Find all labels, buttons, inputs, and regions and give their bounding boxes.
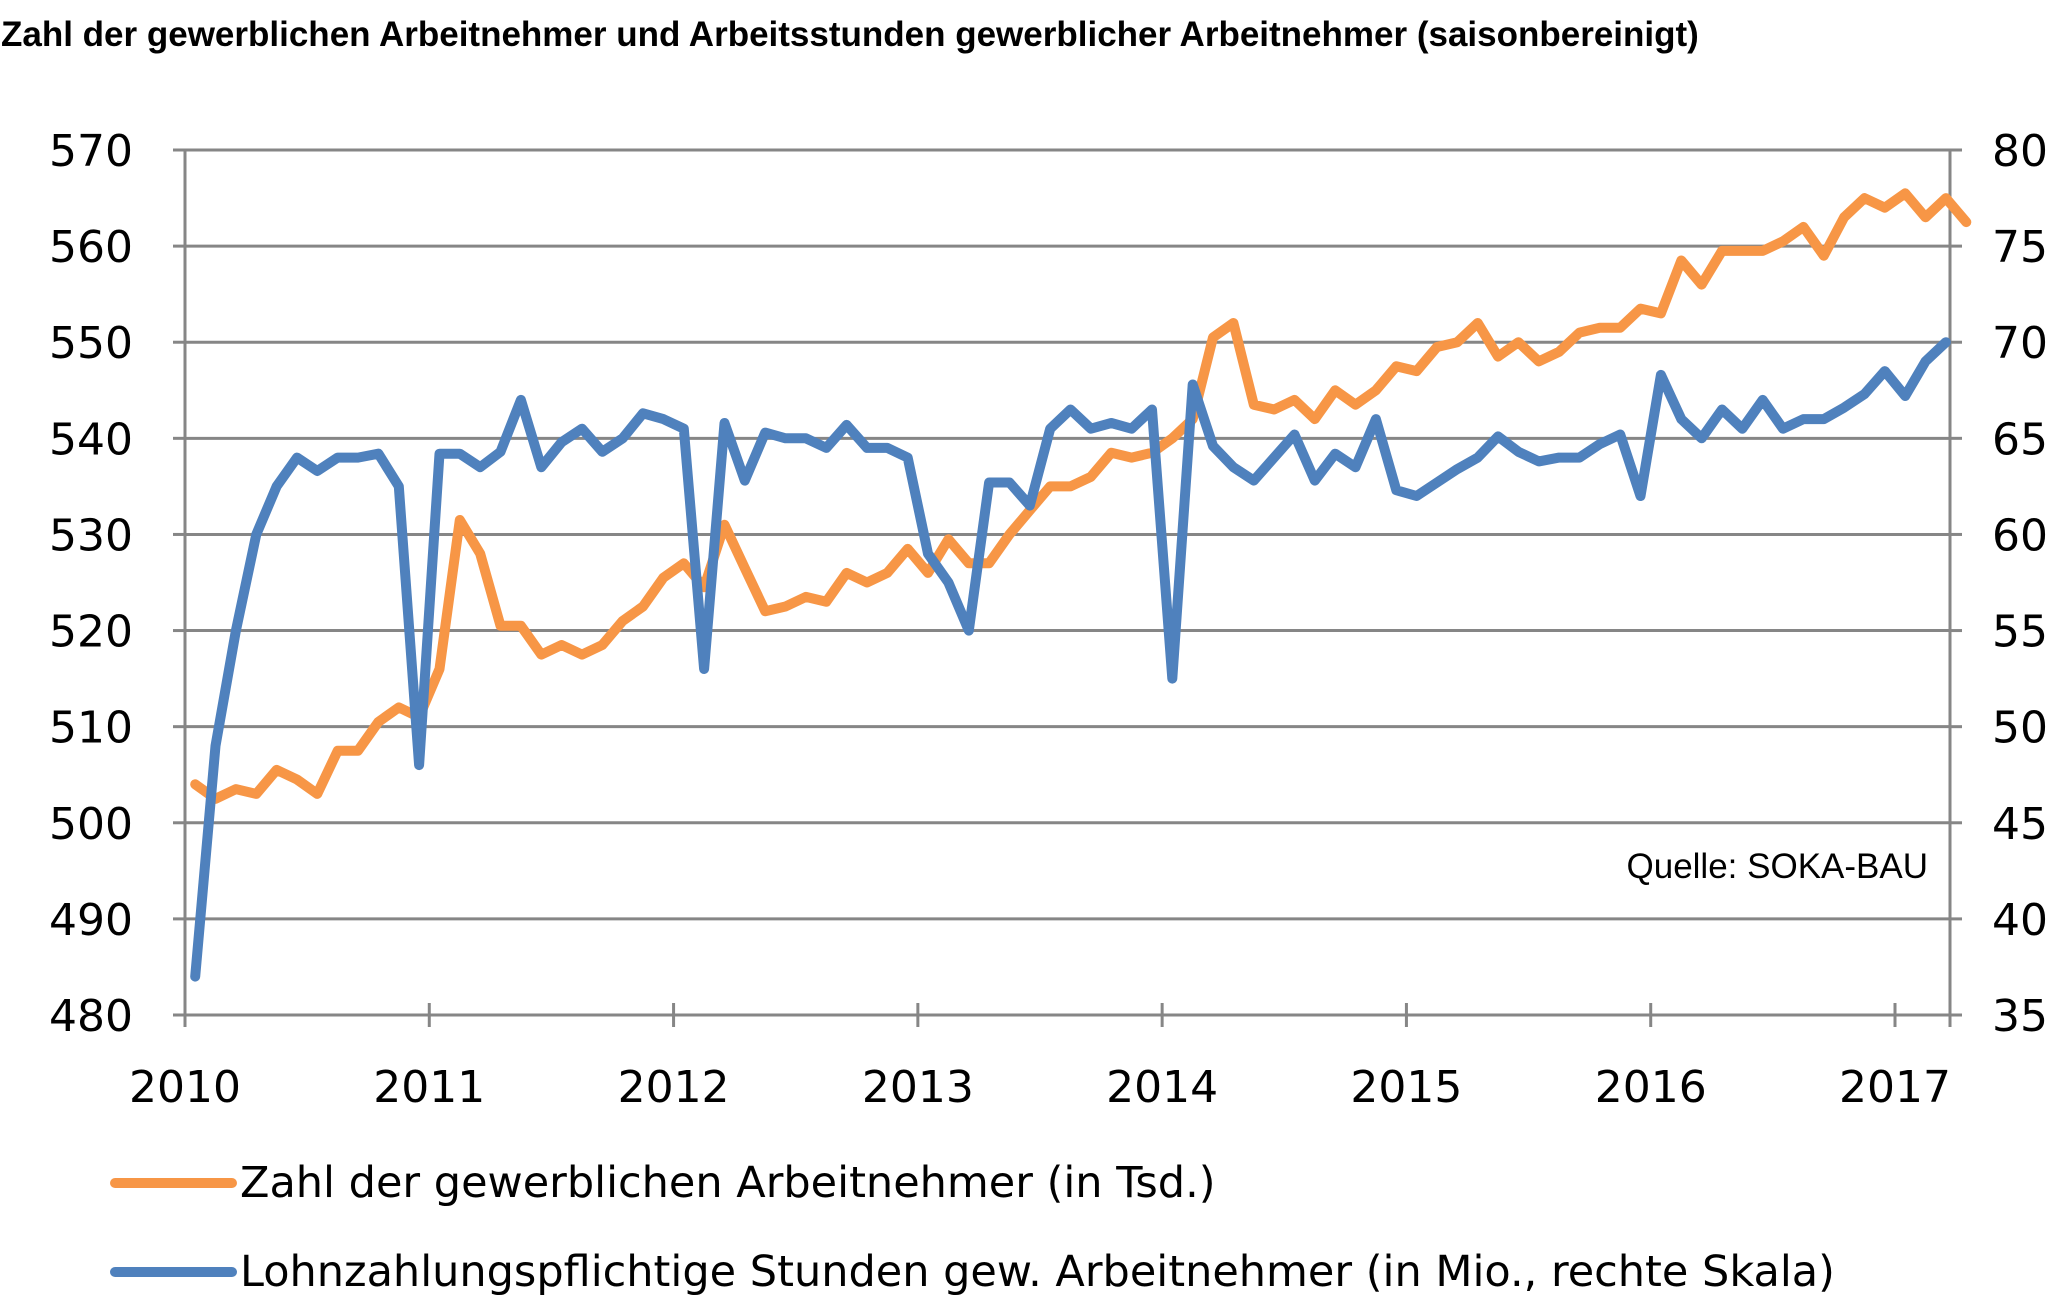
source-note: Quelle: SOKA-BAU xyxy=(1627,847,1929,886)
legend: Zahl der gewerblichen Arbeitnehmer (in T… xyxy=(110,1158,1835,1297)
x-tick-label: 2014 xyxy=(1106,1062,1218,1113)
y-left-tick-label: 560 xyxy=(49,222,133,273)
y-right-tick-label: 50 xyxy=(1992,703,2048,754)
y-right-tick-label: 60 xyxy=(1992,510,2048,561)
series-line-stunden xyxy=(190,337,1951,982)
y-right-tick-label: 80 xyxy=(1992,126,2048,177)
x-axis-ticks: 2010 2011 2012 2013 2014 2015 2016 2017 xyxy=(129,1062,1951,1113)
y-axis-left-ticks: 570 560 550 540 530 520 510 500 490 480 xyxy=(49,126,133,1042)
legend-label: Lohnzahlungspflichtige Stunden gew. Arbe… xyxy=(240,1247,1835,1297)
x-tick-label: 2010 xyxy=(129,1062,241,1113)
series-line-arbeitnehmer xyxy=(190,188,1972,804)
series-lines xyxy=(190,188,1972,982)
legend-label: Zahl der gewerblichen Arbeitnehmer (in T… xyxy=(240,1158,1216,1208)
y-right-tick-label: 40 xyxy=(1992,895,2048,946)
gridlines xyxy=(185,148,1950,921)
x-tick-label: 2017 xyxy=(1839,1062,1951,1113)
axes xyxy=(173,148,1962,1027)
y-left-tick-label: 550 xyxy=(49,318,133,369)
y-axis-right-ticks: 80 75 70 65 60 55 50 45 40 35 xyxy=(1992,126,2048,1042)
y-right-tick-label: 75 xyxy=(1992,222,2048,273)
y-left-tick-label: 480 xyxy=(49,991,133,1042)
x-tick-label: 2013 xyxy=(862,1062,974,1113)
y-right-tick-label: 35 xyxy=(1992,991,2048,1042)
y-right-tick-label: 70 xyxy=(1992,318,2048,369)
y-left-tick-label: 520 xyxy=(49,607,133,658)
y-left-tick-label: 530 xyxy=(49,510,133,561)
y-left-tick-label: 490 xyxy=(49,895,133,946)
y-right-tick-label: 55 xyxy=(1992,607,2048,658)
y-right-tick-label: 65 xyxy=(1992,414,2048,465)
x-tick-label: 2016 xyxy=(1595,1062,1707,1113)
y-left-tick-label: 570 xyxy=(49,126,133,177)
x-tick-label: 2011 xyxy=(373,1062,485,1113)
x-tick-label: 2015 xyxy=(1350,1062,1462,1113)
y-left-tick-label: 500 xyxy=(49,799,133,850)
y-left-tick-label: 540 xyxy=(49,414,133,465)
chart-title: Zahl der gewerblichen Arbeitnehmer und A… xyxy=(1,15,1699,54)
x-tick-label: 2012 xyxy=(618,1062,730,1113)
y-left-tick-label: 510 xyxy=(49,703,133,754)
y-right-tick-label: 45 xyxy=(1992,799,2048,850)
